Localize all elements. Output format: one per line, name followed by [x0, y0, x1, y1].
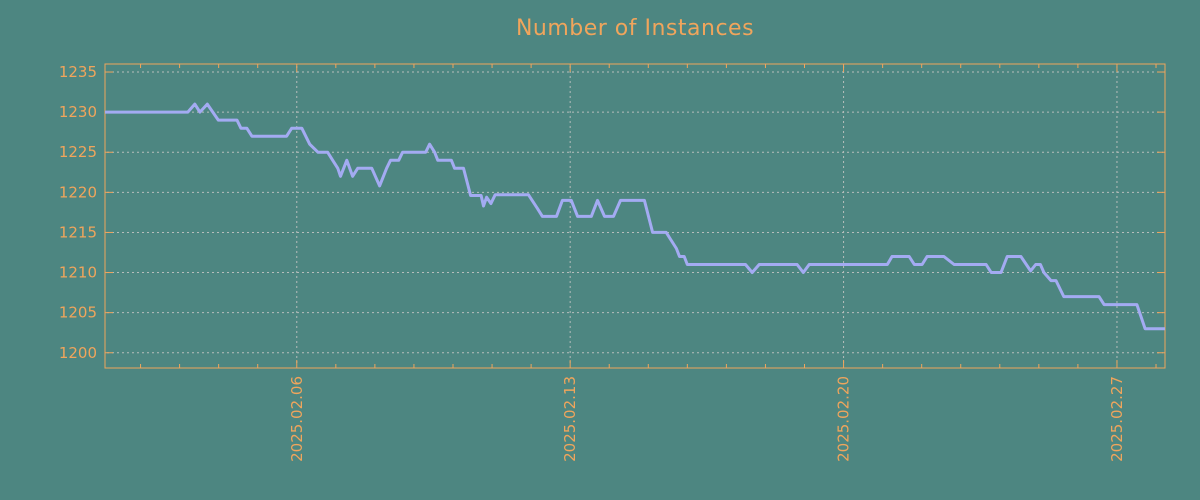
x-gridlines [296, 66, 1118, 366]
y-tick-label: 1220 [59, 183, 97, 201]
series-line-instances [105, 102, 1165, 331]
x-tick-labels: 2025.02.06 2025.02.13 2025.02.20 2025.02.27 [288, 376, 1126, 462]
y-tick-label: 1225 [59, 143, 97, 161]
axis-tick-marks [105, 64, 1165, 368]
y-tick-label: 1210 [59, 264, 97, 282]
x-tick-label: 2025.02.13 [561, 376, 579, 462]
y-tick-labels: 1200 1205 1210 1215 1220 1225 1230 1235 [59, 63, 97, 362]
y-tick-label: 1200 [59, 344, 97, 362]
y-gridlines [107, 71, 1163, 354]
y-tick-label: 1215 [59, 223, 97, 241]
x-tick-label: 2025.02.06 [288, 376, 306, 462]
chart-title: Number of Instances [515, 16, 755, 41]
x-tick-label: 2025.02.27 [1108, 376, 1126, 462]
y-tick-label: 1235 [59, 63, 97, 81]
plot-border [104, 63, 1166, 369]
x-tick-label: 2025.02.20 [835, 376, 853, 462]
y-tick-label: 1205 [59, 304, 97, 322]
y-tick-label: 1230 [59, 103, 97, 121]
